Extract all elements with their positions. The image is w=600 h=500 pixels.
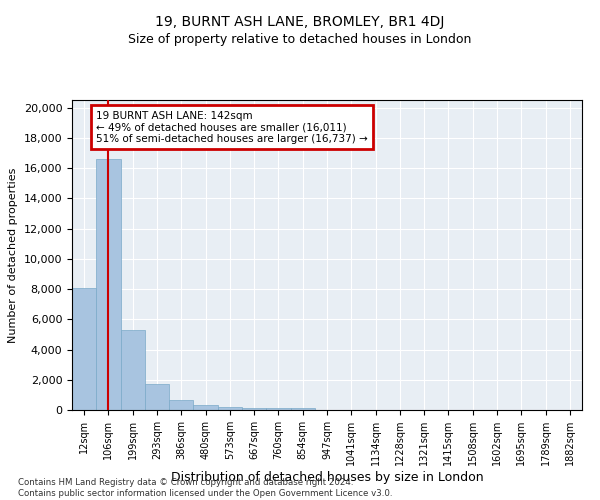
Text: Contains HM Land Registry data © Crown copyright and database right 2024.
Contai: Contains HM Land Registry data © Crown c…: [18, 478, 392, 498]
Bar: [266, 408, 290, 410]
Bar: [121, 330, 145, 410]
Bar: [218, 407, 242, 410]
Text: Size of property relative to detached houses in London: Size of property relative to detached ho…: [128, 32, 472, 46]
Bar: [96, 159, 121, 410]
Bar: [169, 400, 193, 410]
Bar: [193, 405, 218, 410]
Y-axis label: Number of detached properties: Number of detached properties: [8, 168, 18, 342]
Text: 19, BURNT ASH LANE, BROMLEY, BR1 4DJ: 19, BURNT ASH LANE, BROMLEY, BR1 4DJ: [155, 15, 445, 29]
Bar: [72, 288, 96, 410]
Bar: [242, 408, 266, 410]
Bar: [290, 408, 315, 410]
Bar: [145, 384, 169, 410]
X-axis label: Distribution of detached houses by size in London: Distribution of detached houses by size …: [170, 471, 484, 484]
Text: 19 BURNT ASH LANE: 142sqm
← 49% of detached houses are smaller (16,011)
51% of s: 19 BURNT ASH LANE: 142sqm ← 49% of detac…: [96, 110, 368, 144]
